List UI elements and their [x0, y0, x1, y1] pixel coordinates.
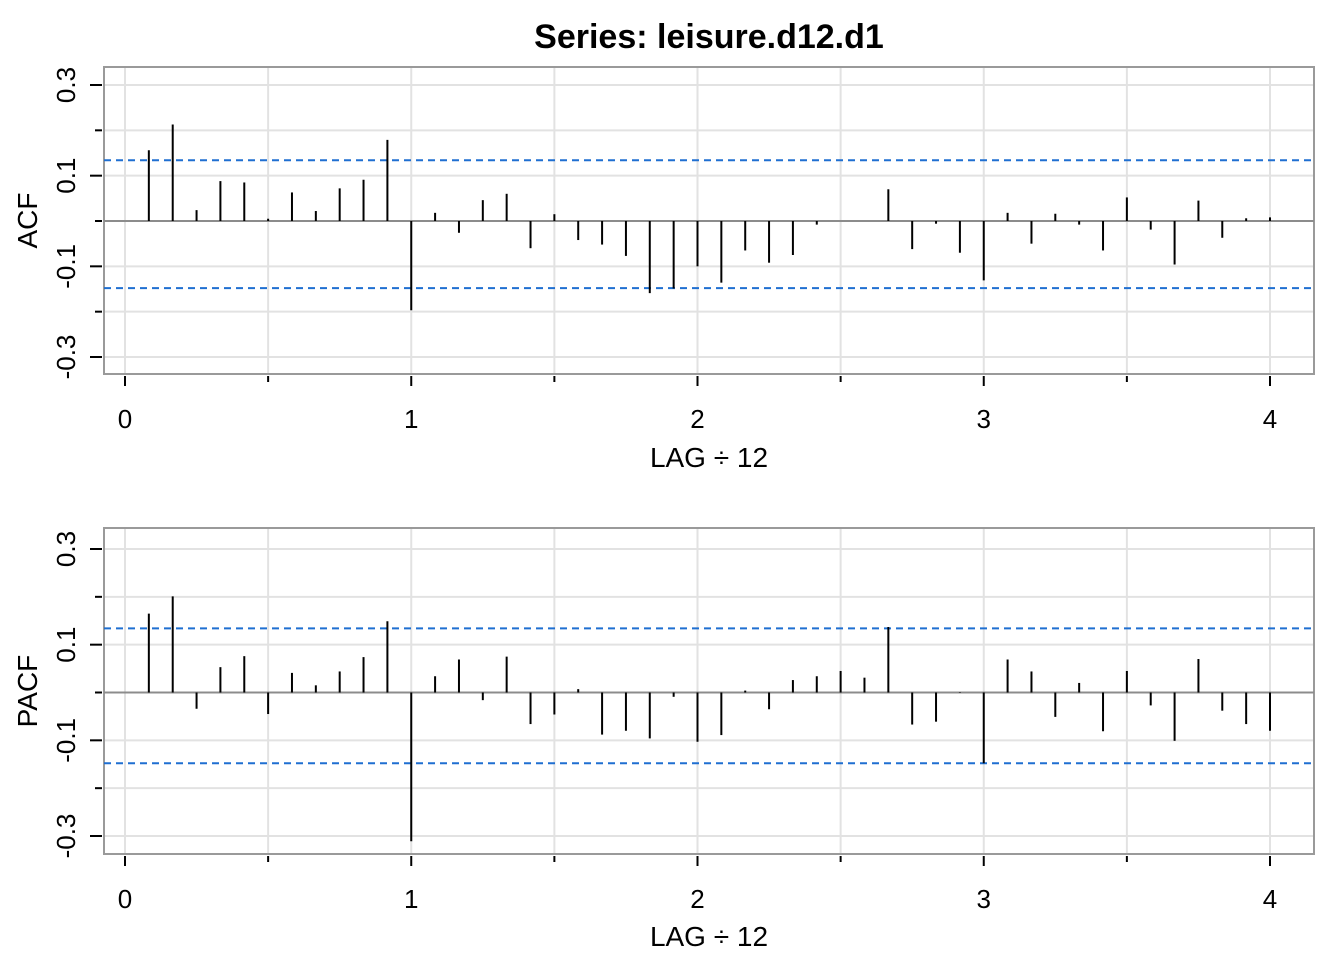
x-tick-label: 1 [404, 404, 418, 434]
x-tick-label: 3 [977, 404, 991, 434]
x-tick-label: 2 [690, 884, 704, 914]
chart-title: Series: leisure.d12.d1 [534, 18, 884, 56]
x-axis-label: LAG ÷ 12 [650, 442, 768, 473]
y-tick-label: 0.3 [51, 67, 81, 103]
x-tick-label: 4 [1263, 884, 1277, 914]
y-tick-label: 0.1 [51, 627, 81, 663]
x-tick-label: 1 [404, 884, 418, 914]
x-tick-label: 2 [690, 404, 704, 434]
y-tick-label: -0.3 [51, 814, 81, 859]
pacf-panel: 0 1 2 3 4 -0.3 -0.1 0.1 0.3 LAG ÷ 12 PACF [12, 527, 1315, 952]
x-tick-label: 0 [118, 404, 132, 434]
x-axis-label: LAG ÷ 12 [650, 921, 768, 952]
y-tick-label: -0.1 [51, 244, 81, 289]
plot-frame [103, 527, 1315, 855]
y-tick-label: 0.3 [51, 531, 81, 567]
acf-panel: 0 1 2 3 4 -0.3 -0.1 0.1 0.3 LAG ÷ 12 ACF [12, 66, 1315, 473]
y-tick-label: -0.3 [51, 335, 81, 380]
y-tick-label: 0.1 [51, 158, 81, 194]
x-tick-label: 3 [977, 884, 991, 914]
x-tick-label: 4 [1263, 404, 1277, 434]
x-tick-label: 0 [118, 884, 132, 914]
y-tick-label: -0.1 [51, 718, 81, 763]
y-axis-label: ACF [12, 193, 43, 249]
y-axis-label: PACF [12, 655, 43, 728]
